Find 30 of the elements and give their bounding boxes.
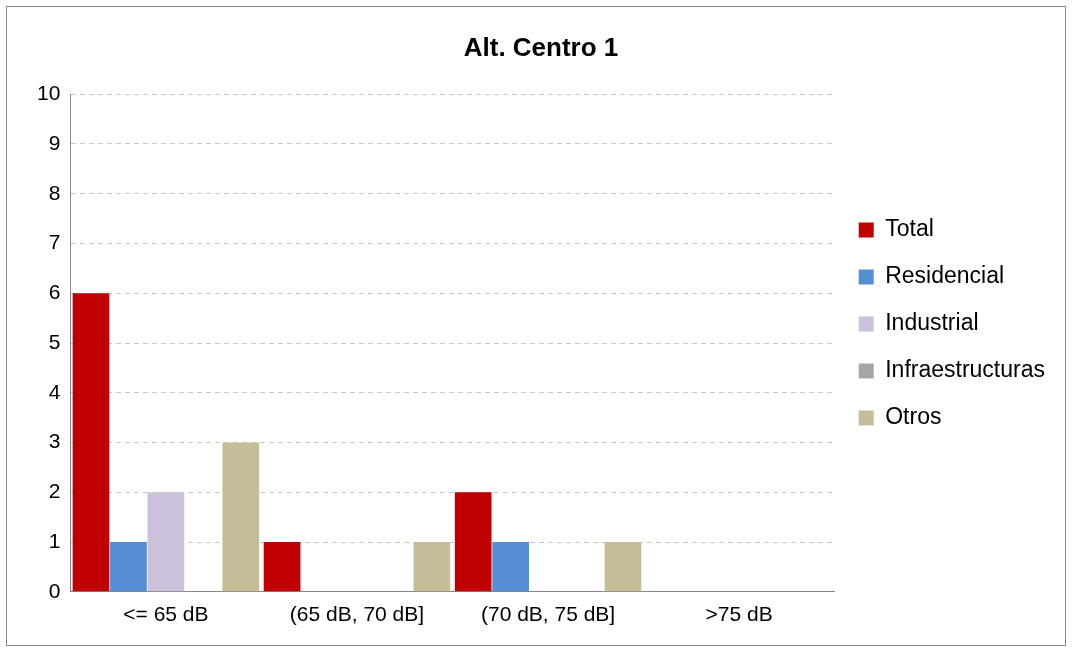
bar [147, 492, 185, 592]
legend-label: Otros [885, 403, 942, 430]
bar [454, 492, 492, 592]
y-tick-label: 3 [48, 429, 61, 453]
bar [263, 542, 301, 592]
y-tick-label: 5 [48, 329, 61, 353]
x-tick-label: (65 dB, 70 dB] [289, 602, 425, 626]
y-tick-label: 4 [48, 379, 61, 403]
x-tick-label: <= 65 dB [123, 602, 209, 626]
bar [492, 542, 529, 592]
x-tick-label: >75 dB [705, 602, 773, 626]
y-tick-label: 10 [37, 81, 61, 104]
bar [413, 542, 451, 592]
legend-label: Total [885, 215, 934, 242]
bar [72, 293, 110, 592]
legend-label: Residencial [885, 262, 1005, 289]
legend-label: Industrial [885, 309, 979, 336]
y-tick-label: 8 [48, 180, 61, 204]
y-tick-label: 2 [48, 479, 61, 503]
y-tick-label: 1 [48, 528, 61, 552]
y-tick-label: 7 [48, 230, 61, 254]
bar [604, 542, 642, 592]
x-tick-label: (70 dB, 75 dB] [480, 602, 616, 626]
bar [110, 542, 147, 592]
bar [222, 442, 260, 592]
y-tick-label: 9 [48, 130, 61, 154]
legend-label: Infraestructuras [885, 356, 1046, 383]
y-tick-label: 6 [48, 280, 61, 304]
y-tick-label: 0 [48, 578, 61, 602]
chart-title: Alt. Centro 1 [463, 31, 619, 62]
